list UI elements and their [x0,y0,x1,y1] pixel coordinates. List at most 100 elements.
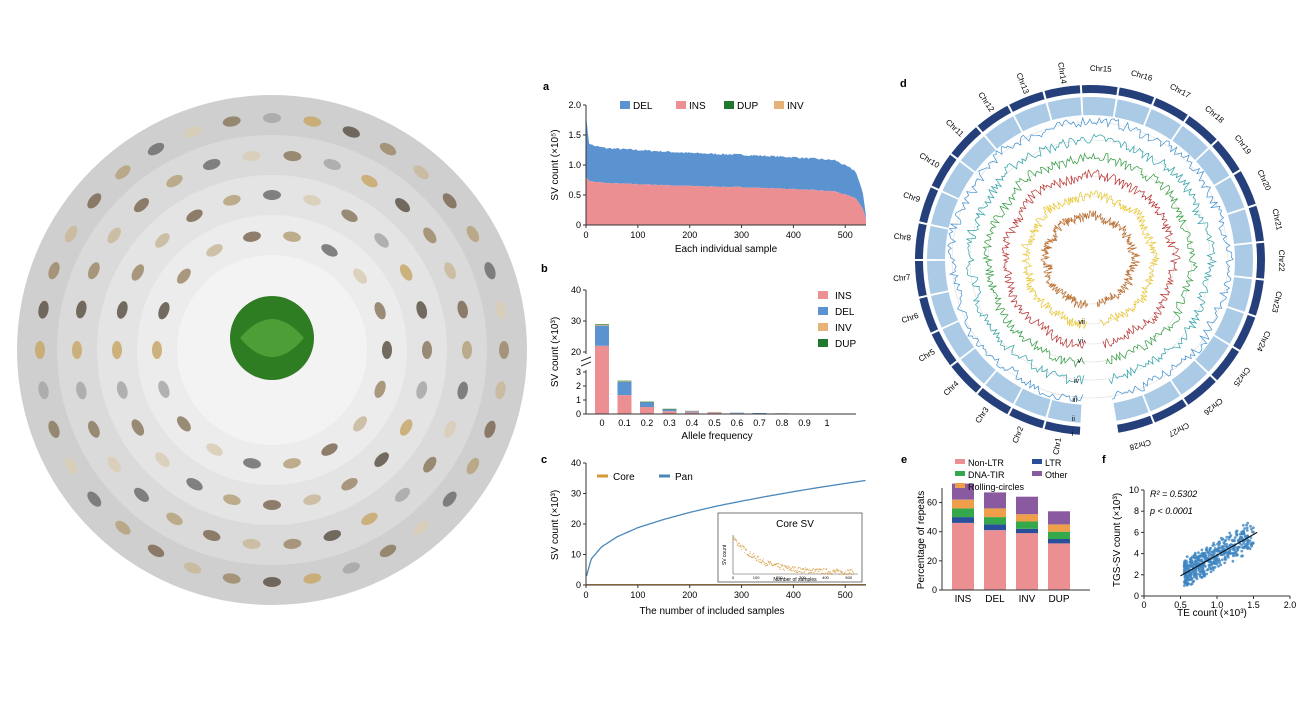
scatter-point [1189,560,1192,564]
specimen [184,126,202,138]
x-tick-label: 0.5 [1174,600,1187,610]
inset-core-point [784,565,786,566]
scatter-point [1186,575,1190,578]
scatter-point [1205,568,1209,572]
inset-core-point [755,557,756,559]
panel-e-ylabel: Percentage of repeats [916,491,927,589]
legend-swatch-del [818,307,828,315]
sv-density-band [1014,103,1051,132]
inset-core-point [814,569,816,571]
scatter-point [1242,542,1246,545]
inset-core-point [789,567,791,568]
specimen [323,158,341,171]
scatter-point [1213,559,1216,563]
inset-core-point [798,571,800,573]
inset-core-point [843,574,845,575]
inset-core-point [786,568,788,570]
specimen [116,381,128,399]
inset-core-point [769,561,771,563]
inset-core-point [802,567,804,569]
track-label: v [1078,358,1082,365]
inset-core-point [790,570,792,572]
specimen [395,487,410,502]
scatter-point [1182,564,1186,568]
specimen [263,500,281,510]
specimen [222,573,241,584]
chromosome-ideogram [1184,116,1217,145]
bar-ins [595,345,609,414]
inset-core-point [792,566,794,568]
y-tick-label: 1 [576,395,581,405]
inset-core-point [767,560,769,562]
specimen [38,300,49,319]
inset-core-point [833,570,835,571]
x-tick-label: 0.4 [686,418,699,428]
specimen [206,443,223,456]
x-tick-label: 400 [786,590,801,600]
inset-core-point [765,565,767,567]
inset-core-point [828,570,830,572]
inset-core-point [760,559,761,561]
inset-core-point [783,565,785,567]
inset-core-point [851,568,853,570]
specimen [341,209,358,223]
specimen [374,302,386,320]
inset-core-point [796,569,798,571]
inset-core-point [764,562,766,564]
specimen [176,416,191,432]
scatter-point [1190,576,1193,580]
inset-core-point [812,572,814,573]
inset-core-point [739,546,741,548]
specimen [321,244,338,257]
specimen [263,113,281,123]
scatter-point [1223,561,1227,565]
inset-core-point [811,569,813,571]
x-tick-label: 0.9 [798,418,811,428]
inset-core-point [781,565,783,567]
x-tick-label: 400 [786,230,801,240]
specimen [283,538,302,549]
inset-core-point [809,571,811,573]
specimen [416,301,428,319]
scatter-point [1194,569,1198,573]
chromosome-label: Chr27 [1167,421,1191,439]
inset-core-point [821,572,823,574]
scatter-point [1213,550,1216,554]
chromosome-label: Chr23 [1270,290,1284,314]
inset-core-point [782,565,784,567]
inset-core-point [793,567,795,569]
chromosome-label: Chr25 [1231,365,1252,388]
scatter-point [1224,538,1228,542]
scatter-point [1246,540,1250,543]
y-tick-label: 60 [927,498,937,508]
inset-core-point [743,546,745,548]
sv-density-band [1214,307,1244,344]
inset-core-point [776,562,778,564]
inset-core-point [772,565,773,566]
inset-core-point [793,569,794,571]
y-tick-label: 1.5 [568,130,581,140]
inset-core-point [776,563,778,565]
inset-core-point [803,572,805,573]
inset-core-point [809,569,811,571]
scatter-point [1245,523,1248,527]
inset-core-point [748,554,749,556]
inset-core-point [760,562,762,563]
legend-swatch [1032,471,1042,476]
inset-core-point [739,545,741,547]
inset-core-point [791,570,793,571]
inset-x-tick-label: 300 [799,575,806,580]
inset-core-point [790,568,792,570]
legend-swatch-inv [774,101,784,109]
inset-core-point [778,563,779,565]
scatter-point [1196,556,1199,559]
inset-core-point [794,570,796,571]
panel-f: f TGS-SV count (×10³) TE count (×10³) R²… [1102,454,1296,619]
inset-core-point [829,572,831,574]
legend-label: DNA-TIR [968,470,1005,480]
inset-core-point [751,556,753,558]
inset-core-point [830,571,831,573]
inset-core-point [836,569,838,571]
inset-core-point [768,561,770,563]
scatter-point [1205,572,1209,576]
